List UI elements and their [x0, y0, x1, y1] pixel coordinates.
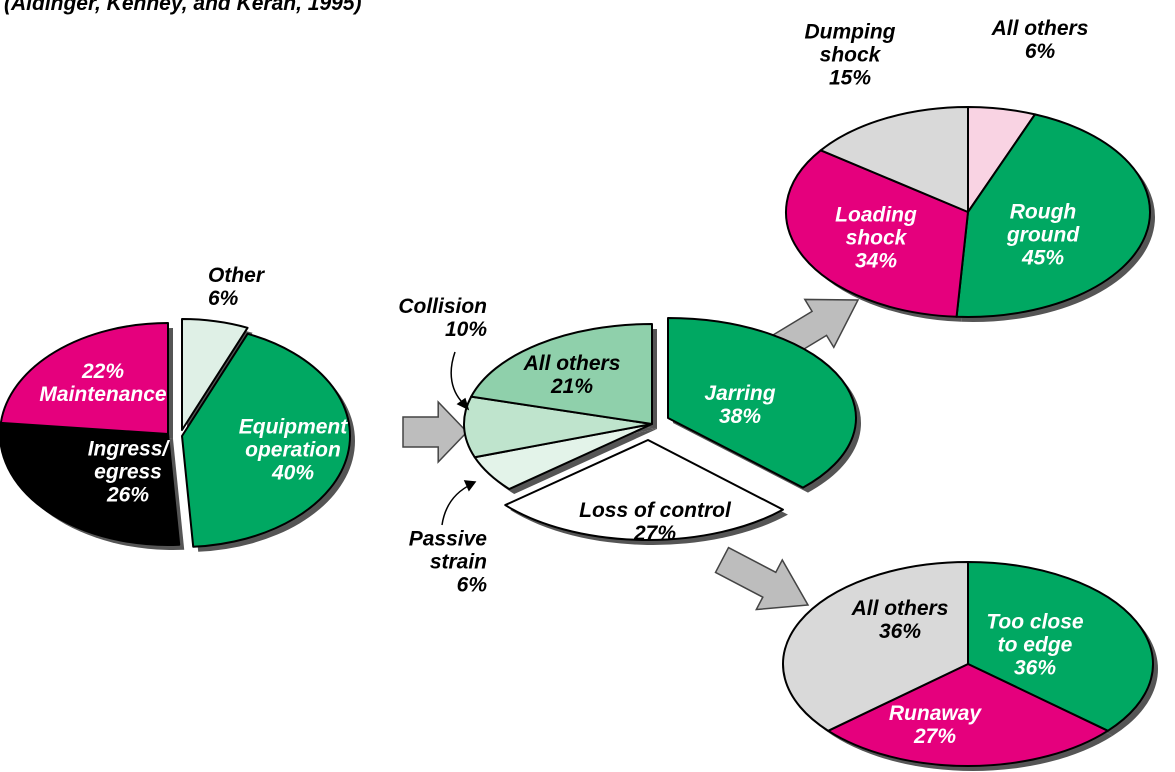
slice-value: 38%: [718, 405, 762, 428]
slice-value: 34%: [854, 249, 898, 273]
slice-label: Loss of control 27%: [545, 499, 765, 545]
slice: [667, 317, 857, 489]
slice-name: Ingress/ egress: [87, 437, 169, 484]
slice-value: 26%: [106, 483, 150, 507]
slice: [181, 332, 351, 548]
slice: [955, 113, 1151, 319]
slice-label: Other 6%: [208, 264, 288, 310]
slice-value: 27%: [633, 522, 677, 545]
source-note: (Aldinger, Kenney, and Keran, 1995): [4, 0, 362, 15]
slice-label: Ingress/ egress 26%: [83, 438, 173, 507]
slice-name: All others: [991, 17, 1089, 40]
pie: [785, 106, 1155, 322]
slice: [463, 395, 653, 459]
slice-name: Loading shock: [835, 203, 917, 250]
slice: [782, 561, 969, 732]
leaders: [441, 351, 477, 526]
slice-value: 10%: [444, 318, 487, 341]
slice-label: Jarring 38%: [680, 382, 800, 428]
slice-label: Too close to edge 36%: [980, 611, 1090, 680]
slice-value: 21%: [550, 375, 594, 398]
slice-value: 27%: [913, 725, 957, 748]
slice-value: 6%: [208, 287, 239, 310]
pie: [0, 318, 355, 552]
slice-name: All others: [523, 352, 621, 375]
slice-name: Runaway: [888, 702, 982, 725]
slice-name: Collision: [398, 295, 487, 318]
slice: [470, 323, 653, 425]
slice-name: Other: [208, 264, 265, 287]
slice-value: 6%: [456, 573, 487, 597]
leader-head: [456, 397, 470, 411]
flow-arrow: [402, 400, 469, 464]
slice-label: Runaway 27%: [870, 702, 1000, 748]
slice-value: 36%: [1013, 656, 1057, 680]
slice-name: Too close to edge: [986, 610, 1084, 657]
slice-name: Loss of control: [579, 499, 731, 522]
flow-arrow: [714, 546, 810, 611]
pie: [782, 561, 1159, 771]
slice-name: Maintenance: [39, 383, 167, 406]
slice-label: Collision 10%: [367, 295, 487, 341]
slice-label: All others 6%: [975, 17, 1105, 63]
slice-label: Dumping shock 15%: [800, 21, 900, 90]
slice-label: Rough ground 45%: [993, 201, 1093, 270]
slice: [967, 561, 1154, 732]
slice: [504, 439, 784, 541]
slice-label: Equipment operation 40%: [228, 416, 358, 485]
slice-name: Rough ground: [1006, 200, 1080, 247]
leader-line: [450, 351, 467, 407]
slice: [819, 106, 969, 213]
slice: [181, 318, 249, 431]
slice: [0, 322, 169, 435]
slice-name: Dumping shock: [804, 20, 896, 67]
slice-value: 40%: [271, 461, 315, 485]
slice-name: All others: [851, 597, 949, 620]
slice-value: 45%: [1021, 246, 1065, 270]
slice: [0, 421, 181, 546]
slice-name: Passive strain: [408, 527, 487, 574]
slice-label: 22% Maintenance: [13, 360, 193, 406]
leader-line: [441, 483, 473, 526]
slice-value: 6%: [1024, 40, 1056, 63]
slice-value: 15%: [828, 66, 872, 90]
slice-label: Loading shock 34%: [826, 204, 926, 273]
slice-label: All others 36%: [835, 597, 965, 643]
slice-label: Passive strain 6%: [387, 528, 487, 597]
slice-name: Equipment operation: [238, 415, 348, 462]
slice-value: 22%: [81, 360, 125, 383]
leader-head: [463, 480, 477, 492]
slice-label: All others 21%: [507, 352, 637, 398]
slice-name: Jarring: [704, 382, 776, 405]
slice-value: 36%: [878, 620, 922, 643]
pie: [463, 317, 862, 545]
slice: [827, 663, 1109, 767]
slice: [785, 149, 969, 318]
